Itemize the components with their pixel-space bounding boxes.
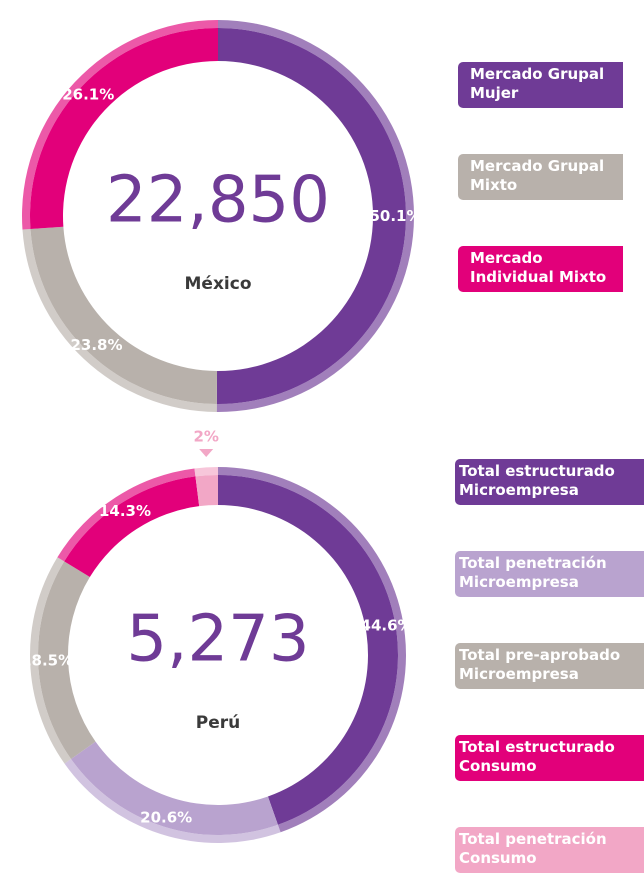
donut-segment <box>64 476 200 578</box>
value-label: 14.3% <box>99 502 151 520</box>
callout-arrow <box>199 449 214 457</box>
legend-entry: Total estructurado Microempresa <box>455 459 644 505</box>
donut-segment <box>37 561 96 759</box>
donut-segment <box>216 28 407 405</box>
donut-segment <box>29 28 218 229</box>
donut-segment-rim <box>22 228 217 412</box>
center-value: 5,273 <box>126 603 309 677</box>
legend-entry: Total penetración Microempresa <box>455 551 644 597</box>
value-label: 50.1% <box>369 207 421 225</box>
donut-segment-rim <box>57 468 196 562</box>
value-label: 44.6% <box>361 617 413 635</box>
legend-entry: Total estructurado Consumo <box>455 735 644 781</box>
value-label: 23.8% <box>70 336 122 354</box>
donut-segment <box>218 475 399 825</box>
legend-entry: Mercado Individual Mixto <box>458 246 623 292</box>
legend-entry: Mercado Grupal Mujer <box>458 62 623 108</box>
value-label: 18.5% <box>21 651 73 669</box>
legend-entry: Total penetración Consumo <box>455 827 644 873</box>
center-title: México <box>185 274 252 294</box>
donut-segment-rim <box>194 467 218 477</box>
value-label: 20.6% <box>140 808 192 826</box>
legend-entry: Mercado Grupal Mixto <box>458 154 623 200</box>
value-label: 26.1% <box>62 85 114 103</box>
value-label: 2% <box>193 428 218 446</box>
center-title: Perú <box>196 713 240 733</box>
center-value: 22,850 <box>106 164 330 238</box>
donut-segment <box>195 475 218 507</box>
donut-segment-rim <box>64 758 281 843</box>
legend-entry: Total pre-aprobado Microempresa <box>455 643 644 689</box>
donut-segment-rim <box>30 557 72 764</box>
donut-segment <box>30 226 218 404</box>
donut-segment <box>71 741 278 835</box>
